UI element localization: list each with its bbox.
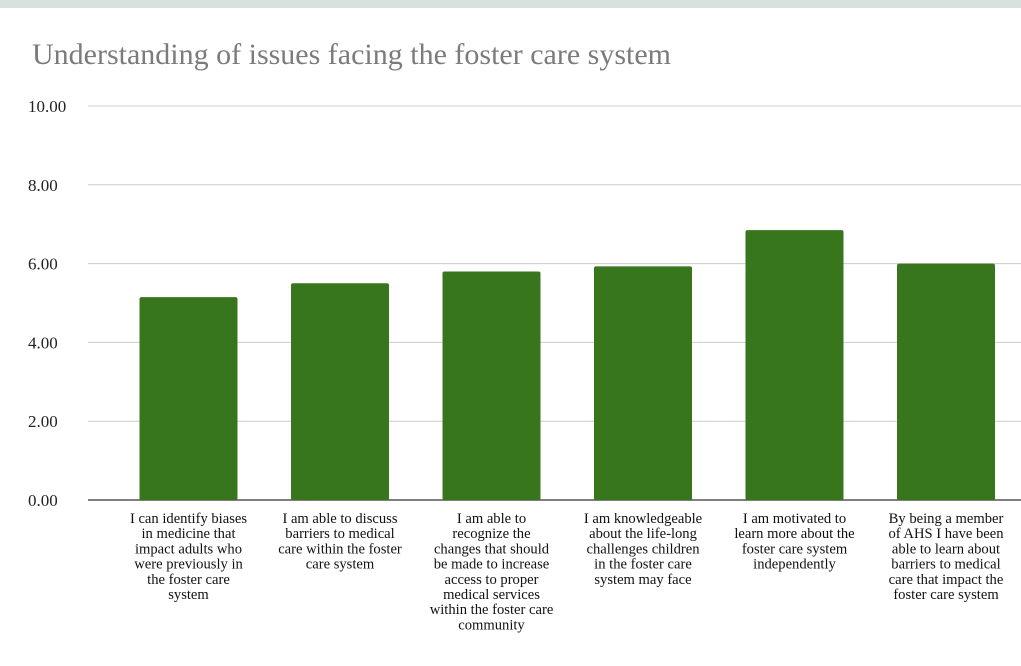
x-category-label: I am able to recognize the changes that sh… xyxy=(430,511,554,633)
gridlines xyxy=(88,105,1021,501)
bar xyxy=(745,230,844,501)
bar xyxy=(291,283,389,500)
y-tick-label: 6.00 xyxy=(28,255,58,274)
y-tick-label: 4.00 xyxy=(28,333,58,352)
x-category-label: I can identify biases in medicine that imp… xyxy=(130,511,247,603)
x-category-label: I am knowledgeable about the life-long cha… xyxy=(584,511,702,588)
x-axis-categories: I can identify biases in medicine that imp… xyxy=(130,511,1004,633)
chart-title: Understanding of issues facing the foste… xyxy=(32,38,671,71)
bar xyxy=(897,263,995,500)
x-category-label: I am motivated to learn more about the fos… xyxy=(734,511,854,573)
y-tick-label: 0.00 xyxy=(28,491,58,510)
bar xyxy=(442,271,541,500)
bars xyxy=(139,230,995,501)
bar xyxy=(594,266,692,500)
x-category-label: I am able to discuss barriers to medical c… xyxy=(278,511,402,573)
y-axis-ticks: 0.00 2.00 4.00 6.00 8.00 10.00 xyxy=(28,97,66,510)
top-strip xyxy=(0,0,1021,8)
y-tick-label: 10.00 xyxy=(28,97,66,116)
bar xyxy=(139,297,238,500)
x-category-label: By being a member of AHS I have been able … xyxy=(888,511,1004,603)
y-tick-label: 8.00 xyxy=(28,176,58,195)
y-tick-label: 2.00 xyxy=(28,412,58,431)
